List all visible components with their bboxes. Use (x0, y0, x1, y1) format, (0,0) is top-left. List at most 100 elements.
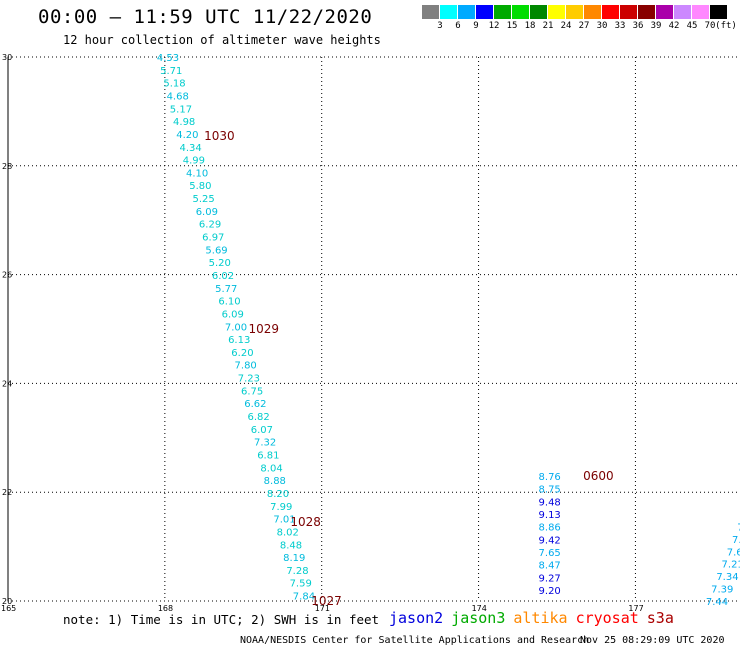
wave-height-value: 8.86 (539, 523, 561, 534)
pass-time-label: 0600 (583, 469, 614, 483)
legend-item-jason2: jason2 (389, 609, 444, 627)
wave-height-value: 4.99 (183, 156, 205, 167)
color-swatch (530, 5, 547, 19)
lat-tick-label: 26 (2, 271, 12, 280)
wave-height-value: 6.02 (212, 271, 234, 282)
lat-tick-label: 30 (2, 53, 12, 62)
color-scale-label: 27 (578, 21, 590, 31)
wave-height-value: 5.20 (209, 258, 231, 269)
color-swatch (476, 5, 493, 19)
wave-height-value: 5.69 (205, 245, 227, 256)
wave-height-value: 8.19 (283, 553, 305, 564)
color-scale-label: 12 (488, 21, 500, 31)
wave-height-value: 5.77 (215, 284, 237, 295)
wave-height-value: 6.82 (247, 412, 269, 423)
wave-height-value: 6.97 (202, 233, 224, 244)
lon-tick-label: 168 (158, 604, 173, 613)
wave-height-value: 7.84 (293, 592, 315, 603)
wave-height-value: 8.48 (280, 540, 302, 551)
color-swatch (584, 5, 601, 19)
wave-height-value: 6.20 (231, 348, 253, 359)
color-scale-unit: (ft) (715, 21, 737, 31)
wave-height-value: 6.62 (244, 399, 266, 410)
time-labels: 1030 1029 1028 1027 0600 (204, 129, 614, 608)
wave-height-value: 4.34 (180, 143, 202, 154)
color-swatch (440, 5, 457, 19)
wave-height-value: 7.34 (716, 572, 738, 583)
wave-height-value: 7.28 (286, 566, 308, 577)
pass-time-label: 1027 (311, 594, 342, 608)
legend-item-s3a: s3a (646, 609, 674, 627)
wave-height-value: 6.29 (199, 220, 221, 231)
wave-height-value: 7.59 (290, 579, 312, 590)
color-swatch (566, 5, 583, 19)
pass-time-label: 1028 (290, 515, 321, 529)
pass-time-label: 1030 (204, 129, 235, 143)
wave-height-value: 9.42 (539, 535, 561, 546)
color-swatch (602, 5, 619, 19)
legend-item-cryosat: cryosat (575, 609, 639, 627)
wave-height-value: 4.68 (167, 91, 189, 102)
wave-height-value: 6.09 (196, 207, 218, 218)
color-scale-label: 70 (704, 21, 716, 31)
footer-credit: NOAA/NESDIS Center for Satellite Applica… (240, 635, 590, 646)
wave-height-value: 7.21 (722, 560, 740, 571)
color-swatch (458, 5, 475, 19)
lon-tick-label: 174 (472, 604, 487, 613)
wave-height-value: 8.47 (539, 561, 561, 572)
wave-height-value: 6.13 (228, 335, 250, 346)
wave-height-value: 6.09 (222, 309, 244, 320)
color-scale-label: 6 (455, 21, 461, 31)
wave-height-value: 7.23 (238, 374, 260, 385)
lat-tick-label: 24 (2, 379, 12, 388)
wave-height-value: 4.10 (186, 168, 208, 179)
wave-height-value: 7.69 (727, 547, 740, 558)
color-scale-label: 3 (437, 21, 443, 31)
wave-height-value: 9.27 (539, 573, 561, 584)
color-scale-label: 42 (668, 21, 680, 31)
lon-tick-label: 165 (1, 604, 16, 613)
wave-height-value: 5.80 (189, 181, 211, 192)
color-swatch (620, 5, 637, 19)
map-title: 00:00 – 11:59 UTC 11/22/2020 (38, 6, 373, 28)
legend-item-jason3: jason3 (451, 609, 506, 627)
color-swatch (512, 5, 529, 19)
wave-height-value: 7.01 (273, 515, 295, 526)
note-text: note: 1) Time is in UTC; 2) SWH is in fe… (63, 612, 380, 627)
satellite-legend: jason2 jason3 altika cryosat s3a (389, 609, 682, 627)
footer-timestamp: Nov 25 08:29:09 UTC 2020 (580, 635, 725, 646)
color-swatch (422, 5, 439, 19)
wave-height-value: 7.99 (270, 502, 292, 513)
map-subtitle: 12 hour collection of altimeter wave hei… (63, 33, 381, 47)
lat-tick-label: 28 (2, 162, 12, 171)
map-grid (7, 56, 740, 602)
wave-height-value: 7.80 (235, 361, 257, 372)
color-scale-label: 45 (686, 21, 698, 31)
wave-height-value: 5.71 (160, 66, 182, 77)
wave-height-value: 5.18 (163, 79, 185, 90)
wave-height-value: 9.20 (539, 586, 561, 597)
color-scale-label: 39 (650, 21, 662, 31)
wave-height-value: 8.75 (539, 485, 561, 496)
wave-height-value: 6.07 (251, 425, 273, 436)
wave-height-value: 9.13 (539, 510, 561, 521)
color-swatch (692, 5, 709, 19)
wave-height-value: 6.81 (257, 451, 279, 462)
color-scale-label: 30 (596, 21, 608, 31)
wave-height-value: 7.65 (539, 548, 561, 559)
wave-height-value: 8.02 (277, 527, 299, 538)
wave-height-value: 8.76 (539, 472, 561, 483)
axis-ticks: 20 22 24 26 28 30 165 168 171 174 177 (1, 53, 644, 613)
color-scale-label: 36 (632, 21, 644, 31)
lat-tick-label: 22 (2, 488, 12, 497)
wave-height-value: 7.32 (254, 438, 276, 449)
wave-height-value: 8.04 (260, 463, 282, 474)
legend-item-altika: altika (513, 609, 568, 627)
wave-height-value: 5.17 (170, 104, 192, 115)
observations: 4.53 5.71 5.184.68 5.17 4.98 4.20 4.34 4.994.10… (157, 53, 740, 608)
wave-height-value: 4.98 (173, 117, 195, 128)
wave-height-value: 8.88 (264, 476, 286, 487)
wave-height-value: 5.25 (192, 194, 214, 205)
wave-height-value: 7.39 (711, 585, 733, 596)
color-swatch (674, 5, 691, 19)
